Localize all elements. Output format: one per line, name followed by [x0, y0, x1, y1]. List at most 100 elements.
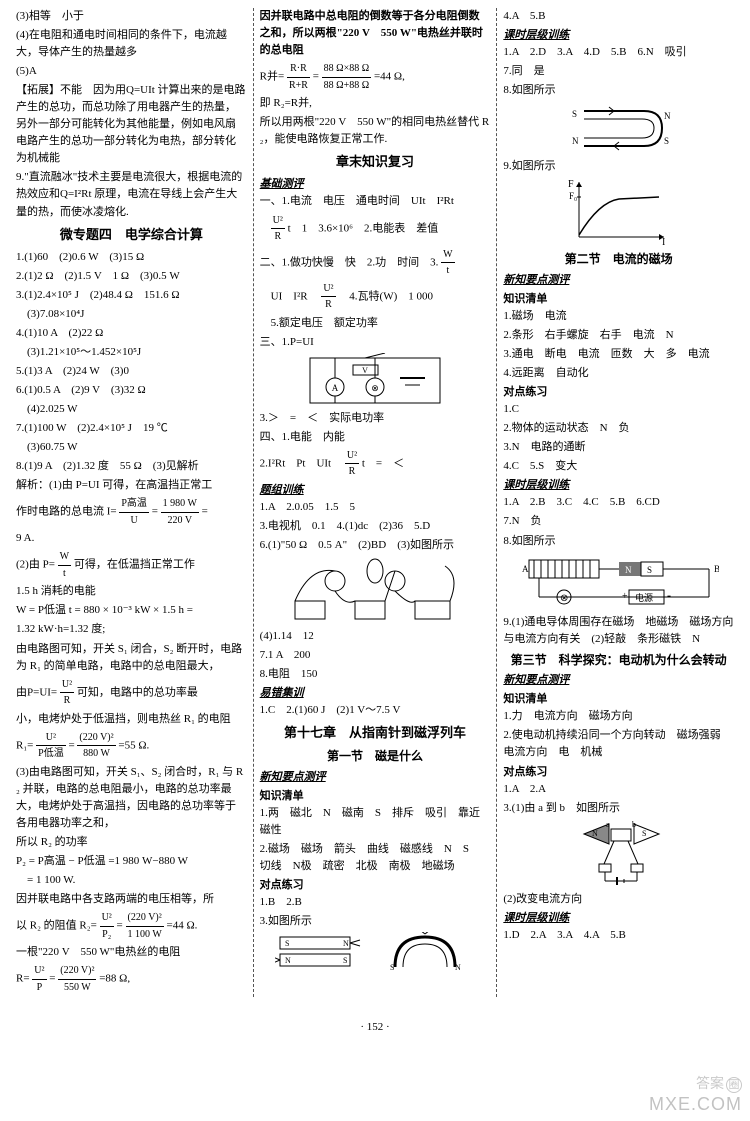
- sub-heading: 新知要点测评: [503, 672, 734, 689]
- sub-heading: 课时层级训练: [503, 910, 734, 927]
- text: 4.C 5.S 变大: [503, 458, 734, 475]
- text: 2.使电动机持续沿同一个方向转动 磁场强弱 电流方向 电 机械: [503, 727, 734, 761]
- formula: R= U²P = (220 V)²550 W =88 Ω,: [16, 963, 247, 995]
- text: 2.(1)2 Ω (2)1.5 V 1 Ω (3)0.5 W: [16, 268, 247, 285]
- text: = 1 100 W.: [16, 872, 247, 889]
- watermark-site: MXE.COM: [649, 1094, 742, 1115]
- svg-text:S: S: [642, 829, 646, 838]
- formula: U²R t 1 3.6×10⁶ 2.电能表 差值: [260, 213, 491, 245]
- text: 解析：(1)由 P=UI 可得，在高温挡正常工: [16, 477, 247, 494]
- svg-text:N: N: [343, 939, 349, 948]
- formula: (2)由 P= Wt 可得，在低温挡正常工作: [16, 549, 247, 581]
- text: 1.C: [503, 401, 734, 418]
- sub-heading: 对点练习: [503, 384, 734, 401]
- text: 6.(1)0.5 A (2)9 V (3)32 Ω: [16, 382, 247, 399]
- text: 小，电烤炉处于低温挡，则电热丝 R₁ 的电阻: [16, 711, 247, 728]
- text: 9.(1)通电导体周围存在磁场 地磁场 磁场方向与电流方向有关 (2)轻敲 条形…: [503, 614, 734, 648]
- text: 1.A 2.A: [503, 781, 734, 798]
- sub-heading: 题组训练: [260, 482, 491, 499]
- sub-heading: 对点练习: [503, 764, 734, 781]
- svg-text:电源: 电源: [635, 592, 653, 603]
- svg-text:N: N: [592, 829, 598, 838]
- text: 9."直流融冰"技术主要是电流很大，根据电流的热效应和Q=I²Rt 原理，电流在…: [16, 169, 247, 220]
- circuit-diagram-icon: A ⊗ V: [305, 353, 445, 408]
- sub-heading: 对点练习: [260, 877, 491, 894]
- column-2: 因并联电路中总电阻的倒数等于各分电阻倒数之和，所以两根"220 V 550 W"…: [254, 8, 498, 997]
- text: 7.N 负: [503, 513, 734, 530]
- text: 1.D 2.A 3.A 4.A 5.B: [503, 927, 734, 944]
- text: 2.物体的运动状态 N 负: [503, 420, 734, 437]
- text: 一、1.电流 电压 通电时间 UIt I²Rt: [260, 193, 491, 210]
- text: (3)60.75 W: [16, 439, 247, 456]
- formula: R并= R·RR+R = 88 Ω×88 Ω88 Ω+88 Ω =44 Ω,: [260, 61, 491, 93]
- text: 1.A 2.D 3.A 4.D 5.B 6.N 吸引: [503, 44, 734, 61]
- text: (3)由电路图可知，开关 S₁、S₂ 闭合时，R₁ 与 R₂ 并联，电路的总电阻…: [16, 764, 247, 832]
- text: (3)相等 小于: [16, 8, 247, 25]
- svg-text:N: N: [664, 111, 671, 121]
- sub-heading: 新知要点测评: [260, 769, 491, 786]
- text: 7.(1)100 W (2)2.4×10⁵ J 19 ℃: [16, 420, 247, 437]
- sub-heading: 课时层级训练: [503, 477, 734, 494]
- svg-text:A: A: [332, 383, 339, 393]
- svg-text:S: S: [285, 939, 289, 948]
- svg-text:S: S: [664, 136, 669, 146]
- text: P₂ = P高温 − P低温 =1 980 W−880 W: [16, 853, 247, 870]
- svg-text:N: N: [285, 956, 291, 965]
- text: 3.N 电路的通断: [503, 439, 734, 456]
- text: 7.1 A 200: [260, 647, 491, 664]
- solenoid-circuit-icon: A N S B ⊗ 电源 +-: [519, 552, 719, 612]
- sub-heading: 知识清单: [503, 291, 734, 308]
- text: 一根"220 V 550 W"电热丝的电阻: [16, 944, 247, 961]
- formula: 二、1.做功快慢 快 2.功 时间 3. Wt: [260, 247, 491, 279]
- text: 四、1.电能 内能: [260, 429, 491, 446]
- svg-text:F: F: [568, 179, 574, 190]
- text: 1.磁场 电流: [503, 308, 734, 325]
- text: 3.(1)由 a 到 b 如图所示: [503, 800, 734, 817]
- experiment-setup-icon: [285, 556, 465, 626]
- svg-text:S: S: [343, 956, 347, 965]
- svg-text:I: I: [662, 237, 665, 247]
- text: W = P低温 t = 880 × 10⁻³ kW × 1.5 h =: [16, 602, 247, 619]
- svg-text:B: B: [714, 564, 719, 574]
- text: 3.通电 断电 电流 匝数 大 多 电流: [503, 346, 734, 363]
- section-title: 第三节 科学探究：电动机为什么会转动: [503, 651, 734, 670]
- text: 1.两 磁北 N 磁南 S 排斥 吸引 靠近 磁性: [260, 805, 491, 839]
- graph-icon: FF₀ I: [564, 177, 674, 247]
- text: 3.＞ = ＜ 实际电功率: [260, 410, 491, 427]
- page-number: · 152 ·: [0, 1021, 750, 1033]
- formula: 由P=UI= U²R 可知，电路中的总功率最: [16, 677, 247, 709]
- column-1: (3)相等 小于 (4)在电阻和通电时间相同的条件下，电流越大，导体产生的热量越…: [10, 8, 254, 997]
- text: 所以 R₂ 的功率: [16, 834, 247, 851]
- text: (4)2.025 W: [16, 401, 247, 418]
- sub-heading: 课时层级训练: [503, 27, 734, 44]
- svg-text:A: A: [522, 564, 529, 574]
- horseshoe-magnet-icon: SN NS: [564, 101, 674, 156]
- text: 【拓展】不能 因为用Q=UIt 计算出来的是电路产生的总功，而总功除了用电器产生…: [16, 82, 247, 167]
- svg-text:N: N: [572, 136, 579, 146]
- text: 3.(1)2.4×10⁵ J (2)48.4 Ω 151.6 Ω: [16, 287, 247, 304]
- text: 8.电阻 150: [260, 666, 491, 683]
- section-title: 第二节 电流的磁场: [503, 250, 734, 269]
- text: 2.磁场 磁场 箭头 曲线 磁感线 N S 切线 N极 疏密 北极 南极 地磁场: [260, 841, 491, 875]
- formula: 作时电路的总电流 I= P高温U = 1 980 W220 V =: [16, 496, 247, 528]
- sub-heading: 基础测评: [260, 176, 491, 193]
- section-title: 章末知识复习: [260, 152, 491, 172]
- column-3: 4.A 5.B 课时层级训练 1.A 2.D 3.A 4.D 5.B 6.N 吸…: [497, 8, 740, 997]
- text: 8.(1)9 A (2)1.32 度 55 Ω (3)见解析: [16, 458, 247, 475]
- motor-diagram-icon: NS ab: [564, 819, 674, 889]
- section-title: 第一节 磁是什么: [260, 747, 491, 766]
- text: 1.B 2.B: [260, 894, 491, 911]
- text: 4.A 5.B: [503, 8, 734, 25]
- text: 3.电视机 0.1 4.(1)dc (2)36 5.D: [260, 518, 491, 535]
- sub-heading: 知识清单: [503, 691, 734, 708]
- formula: UI I²R U²R 4.瓦特(W) 1 000: [260, 281, 491, 313]
- watermark-brand: 答案圈: [696, 1073, 742, 1093]
- text: 所以用两根"220 V 550 W"的相同电热丝替代 R₂，能使电路恢复正常工作…: [260, 114, 491, 148]
- text: 4.(1)10 A (2)22 Ω: [16, 325, 247, 342]
- text: 1.A 2.B 3.C 4.C 5.B 6.CD: [503, 494, 734, 511]
- text: (5)A: [16, 63, 247, 80]
- text: (2)改变电流方向: [503, 891, 734, 908]
- text: 1.力 电流方向 磁场方向: [503, 708, 734, 725]
- sub-heading: 易错集训: [260, 685, 491, 702]
- text: 3.如图所示: [260, 913, 491, 930]
